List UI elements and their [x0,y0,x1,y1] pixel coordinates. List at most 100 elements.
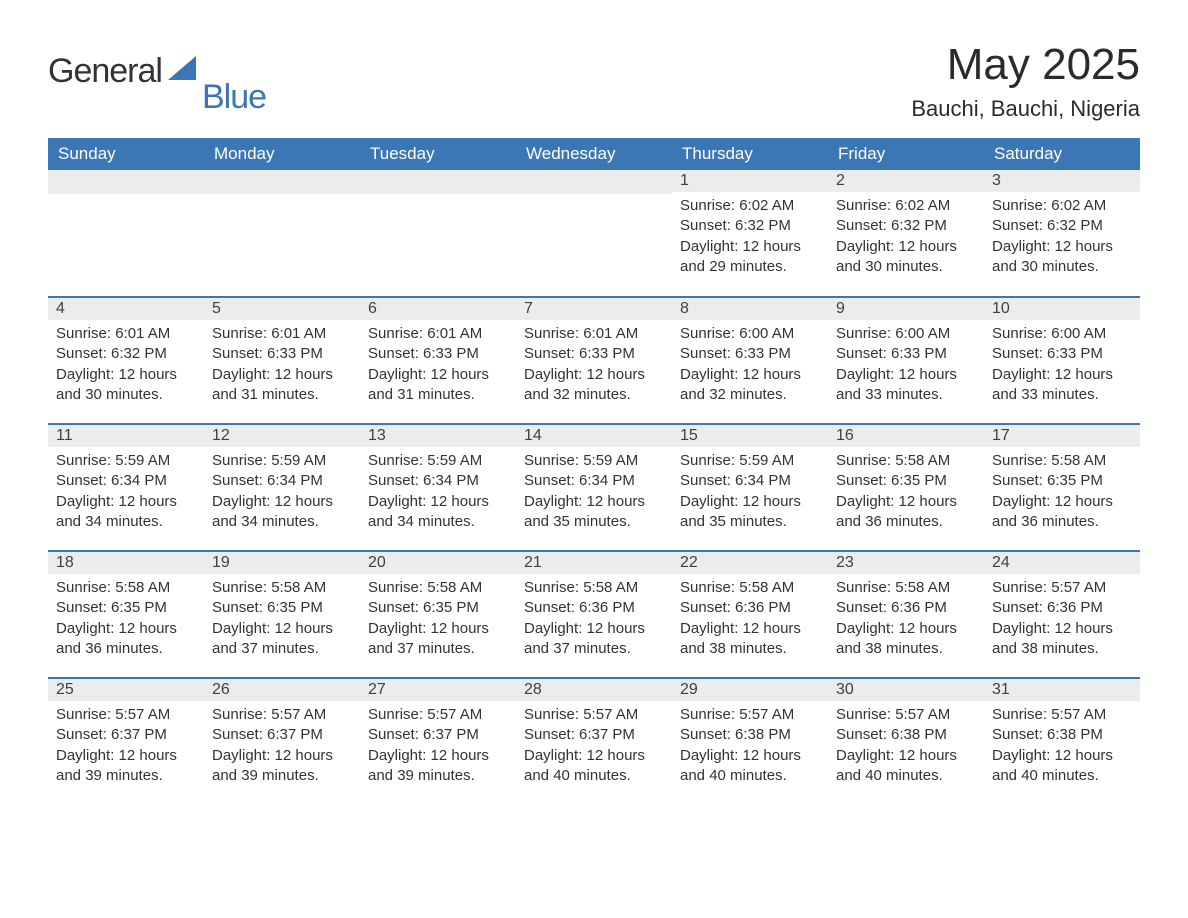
calendar-week: 18Sunrise: 5:58 AMSunset: 6:35 PMDayligh… [48,550,1140,677]
day-details: Sunrise: 5:57 AMSunset: 6:38 PMDaylight:… [672,701,828,786]
daylight-line: Daylight: 12 hours and 29 minutes. [680,237,820,278]
sunset-line: Sunset: 6:33 PM [524,344,664,364]
sunset-line: Sunset: 6:37 PM [524,725,664,745]
sunrise-line: Sunrise: 5:58 AM [680,578,820,598]
day-details: Sunrise: 5:59 AMSunset: 6:34 PMDaylight:… [360,447,516,532]
calendar-day: 31Sunrise: 5:57 AMSunset: 6:38 PMDayligh… [984,677,1140,804]
sunrise-line: Sunrise: 5:58 AM [524,578,664,598]
day-number: 25 [48,677,204,701]
weekday-header: Thursday [672,138,828,170]
sunrise-line: Sunrise: 5:58 AM [836,578,976,598]
day-number: 11 [48,423,204,447]
sunset-line: Sunset: 6:34 PM [368,471,508,491]
weekday-header: Tuesday [360,138,516,170]
sunset-line: Sunset: 6:33 PM [680,344,820,364]
daylight-line: Daylight: 12 hours and 36 minutes. [992,492,1132,533]
day-number: 7 [516,296,672,320]
calendar-day [516,170,672,296]
day-details: Sunrise: 6:01 AMSunset: 6:33 PMDaylight:… [360,320,516,405]
sunset-line: Sunset: 6:32 PM [56,344,196,364]
daylight-line: Daylight: 12 hours and 35 minutes. [524,492,664,533]
brand-text-general: General [48,52,162,91]
brand-sail-icon [168,56,202,87]
day-number: 5 [204,296,360,320]
sunset-line: Sunset: 6:32 PM [680,216,820,236]
sunrise-line: Sunrise: 5:58 AM [368,578,508,598]
calendar-day [48,170,204,296]
sunrise-line: Sunrise: 5:57 AM [56,705,196,725]
sunrise-line: Sunrise: 5:58 AM [836,451,976,471]
calendar-day: 26Sunrise: 5:57 AMSunset: 6:37 PMDayligh… [204,677,360,804]
day-details: Sunrise: 5:59 AMSunset: 6:34 PMDaylight:… [672,447,828,532]
page-header: General Blue May 2025 Bauchi, Bauchi, Ni… [48,40,1140,122]
day-details: Sunrise: 5:57 AMSunset: 6:36 PMDaylight:… [984,574,1140,659]
day-details: Sunrise: 6:00 AMSunset: 6:33 PMDaylight:… [828,320,984,405]
daylight-line: Daylight: 12 hours and 32 minutes. [524,365,664,406]
day-number: 22 [672,550,828,574]
day-details: Sunrise: 6:02 AMSunset: 6:32 PMDaylight:… [984,192,1140,277]
day-number: 10 [984,296,1140,320]
day-number: 12 [204,423,360,447]
weekday-header: Wednesday [516,138,672,170]
calendar-week: 25Sunrise: 5:57 AMSunset: 6:37 PMDayligh… [48,677,1140,804]
calendar-day: 10Sunrise: 6:00 AMSunset: 6:33 PMDayligh… [984,296,1140,423]
day-details: Sunrise: 6:01 AMSunset: 6:33 PMDaylight:… [516,320,672,405]
day-number: 2 [828,170,984,192]
sunrise-line: Sunrise: 5:57 AM [368,705,508,725]
calendar-day: 24Sunrise: 5:57 AMSunset: 6:36 PMDayligh… [984,550,1140,677]
calendar-day: 30Sunrise: 5:57 AMSunset: 6:38 PMDayligh… [828,677,984,804]
page-subtitle: Bauchi, Bauchi, Nigeria [911,96,1140,122]
sunset-line: Sunset: 6:35 PM [836,471,976,491]
calendar-week: 11Sunrise: 5:59 AMSunset: 6:34 PMDayligh… [48,423,1140,550]
day-details: Sunrise: 6:00 AMSunset: 6:33 PMDaylight:… [672,320,828,405]
calendar-day [204,170,360,296]
daylight-line: Daylight: 12 hours and 38 minutes. [992,619,1132,660]
day-details: Sunrise: 5:58 AMSunset: 6:35 PMDaylight:… [984,447,1140,532]
daylight-line: Daylight: 12 hours and 36 minutes. [56,619,196,660]
title-block: May 2025 Bauchi, Bauchi, Nigeria [911,40,1140,122]
calendar-day: 28Sunrise: 5:57 AMSunset: 6:37 PMDayligh… [516,677,672,804]
sunrise-line: Sunrise: 5:57 AM [992,705,1132,725]
day-number: 9 [828,296,984,320]
daylight-line: Daylight: 12 hours and 31 minutes. [212,365,352,406]
day-details: Sunrise: 6:01 AMSunset: 6:32 PMDaylight:… [48,320,204,405]
day-details: Sunrise: 5:59 AMSunset: 6:34 PMDaylight:… [204,447,360,532]
sunset-line: Sunset: 6:32 PM [836,216,976,236]
calendar-grid: SundayMondayTuesdayWednesdayThursdayFrid… [48,138,1140,804]
sunset-line: Sunset: 6:35 PM [212,598,352,618]
sunrise-line: Sunrise: 6:01 AM [212,324,352,344]
day-number: 15 [672,423,828,447]
day-details: Sunrise: 5:58 AMSunset: 6:36 PMDaylight:… [828,574,984,659]
day-details: Sunrise: 5:58 AMSunset: 6:35 PMDaylight:… [204,574,360,659]
sunrise-line: Sunrise: 5:58 AM [212,578,352,598]
day-details: Sunrise: 6:02 AMSunset: 6:32 PMDaylight:… [828,192,984,277]
day-number: 14 [516,423,672,447]
sunrise-line: Sunrise: 5:59 AM [212,451,352,471]
daylight-line: Daylight: 12 hours and 32 minutes. [680,365,820,406]
sunset-line: Sunset: 6:36 PM [680,598,820,618]
daylight-line: Daylight: 12 hours and 34 minutes. [56,492,196,533]
sunset-line: Sunset: 6:34 PM [56,471,196,491]
day-number: 3 [984,170,1140,192]
day-details: Sunrise: 5:57 AMSunset: 6:37 PMDaylight:… [48,701,204,786]
calendar-day: 6Sunrise: 6:01 AMSunset: 6:33 PMDaylight… [360,296,516,423]
daylight-line: Daylight: 12 hours and 33 minutes. [836,365,976,406]
calendar-day: 18Sunrise: 5:58 AMSunset: 6:35 PMDayligh… [48,550,204,677]
daylight-line: Daylight: 12 hours and 37 minutes. [368,619,508,660]
daylight-line: Daylight: 12 hours and 35 minutes. [680,492,820,533]
daylight-line: Daylight: 12 hours and 39 minutes. [56,746,196,787]
calendar-day: 12Sunrise: 5:59 AMSunset: 6:34 PMDayligh… [204,423,360,550]
daylight-line: Daylight: 12 hours and 40 minutes. [680,746,820,787]
daylight-line: Daylight: 12 hours and 40 minutes. [524,746,664,787]
calendar-day [360,170,516,296]
day-number: 26 [204,677,360,701]
sunset-line: Sunset: 6:34 PM [212,471,352,491]
calendar-day: 8Sunrise: 6:00 AMSunset: 6:33 PMDaylight… [672,296,828,423]
day-number: 20 [360,550,516,574]
calendar-day: 9Sunrise: 6:00 AMSunset: 6:33 PMDaylight… [828,296,984,423]
calendar-day: 19Sunrise: 5:58 AMSunset: 6:35 PMDayligh… [204,550,360,677]
daylight-line: Daylight: 12 hours and 30 minutes. [992,237,1132,278]
sunset-line: Sunset: 6:34 PM [680,471,820,491]
daylight-line: Daylight: 12 hours and 40 minutes. [836,746,976,787]
day-number: 31 [984,677,1140,701]
